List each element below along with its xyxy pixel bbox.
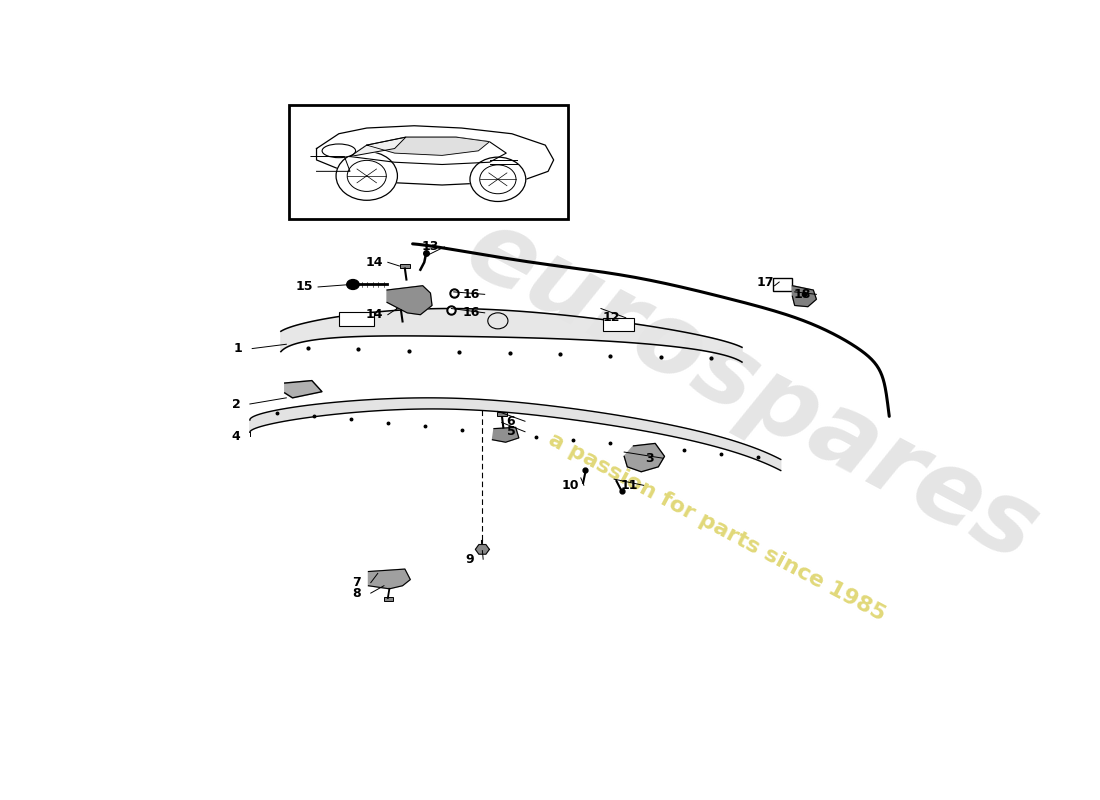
Polygon shape (624, 443, 664, 472)
Bar (773, 278, 792, 291)
Bar (400, 263, 410, 268)
Text: 18: 18 (794, 288, 811, 301)
Polygon shape (317, 126, 553, 185)
Text: eurospares: eurospares (449, 200, 1054, 583)
Text: 8: 8 (352, 586, 361, 600)
Polygon shape (475, 545, 490, 554)
Polygon shape (285, 381, 322, 398)
Circle shape (337, 151, 397, 200)
Bar (603, 318, 634, 331)
Bar (339, 312, 374, 326)
Polygon shape (366, 137, 490, 155)
Text: 6: 6 (507, 414, 516, 428)
Bar (497, 412, 507, 416)
Text: 13: 13 (421, 241, 439, 254)
Polygon shape (387, 286, 432, 314)
Polygon shape (350, 137, 506, 165)
Bar (384, 597, 394, 601)
Circle shape (470, 157, 526, 202)
Text: 14: 14 (365, 308, 383, 321)
Text: 16: 16 (462, 288, 480, 301)
Polygon shape (280, 309, 742, 362)
Circle shape (348, 160, 386, 191)
Text: 17: 17 (757, 275, 774, 289)
Text: 7: 7 (352, 576, 361, 589)
Text: 12: 12 (603, 311, 620, 324)
Text: 14: 14 (365, 256, 383, 269)
Circle shape (480, 165, 516, 194)
Text: 3: 3 (645, 452, 653, 465)
Text: 15: 15 (296, 281, 312, 294)
Bar (396, 306, 406, 310)
Polygon shape (792, 286, 816, 306)
Circle shape (346, 279, 359, 290)
Text: 16: 16 (462, 306, 480, 319)
Polygon shape (493, 427, 519, 442)
Text: 11: 11 (620, 479, 638, 492)
Text: 5: 5 (507, 426, 516, 438)
Bar (288, 106, 568, 219)
Polygon shape (368, 569, 410, 589)
Text: 9: 9 (465, 553, 473, 566)
Polygon shape (350, 137, 406, 157)
Text: a passion for parts since 1985: a passion for parts since 1985 (546, 430, 889, 625)
Text: 1: 1 (234, 342, 243, 355)
Ellipse shape (322, 144, 355, 158)
Text: 2: 2 (232, 398, 240, 410)
Polygon shape (250, 398, 781, 470)
Text: 4: 4 (232, 430, 240, 442)
Text: 10: 10 (561, 479, 579, 492)
